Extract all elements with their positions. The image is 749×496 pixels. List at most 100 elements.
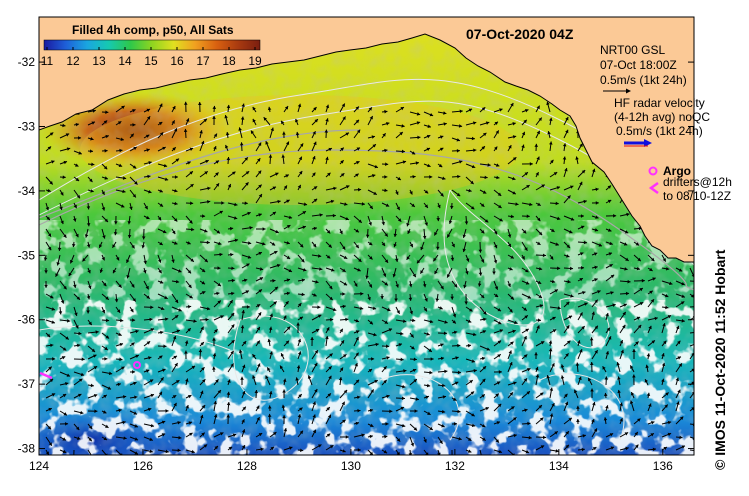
current-vector-arrowhead [345, 216, 349, 221]
current-vector-arrowhead [332, 307, 337, 312]
current-vector-arrowhead [537, 280, 542, 284]
current-vector-arrowhead [191, 365, 196, 370]
current-vector-arrowhead [480, 259, 485, 263]
current-vector-arrowhead [205, 159, 209, 164]
current-vector-arrowhead [677, 340, 681, 345]
current-vector-arrowhead [299, 407, 303, 411]
current-vector-arrowhead [441, 409, 446, 414]
current-vector-arrowhead [538, 294, 543, 298]
copyright-credit: © IMOS 11-Oct-2020 11:52 Hobart [712, 249, 728, 470]
current-vector-arrowhead [498, 204, 502, 208]
current-vector-arrowhead [472, 121, 477, 125]
current-vector-arrowhead [260, 447, 264, 452]
current-vector-arrowhead [159, 280, 164, 284]
current-vector-arrowhead [75, 325, 79, 329]
current-vector-arrowhead [381, 221, 386, 226]
current-vector-arrowhead [327, 172, 331, 177]
current-vector-arrowhead [509, 392, 513, 396]
nrt-time: 07-Oct 18:00Z [600, 58, 677, 72]
current-vector-arrowhead [579, 252, 584, 256]
current-vector-arrow [689, 343, 694, 347]
current-vector-arrowhead [178, 269, 182, 273]
current-vector-arrowhead [593, 252, 598, 256]
current-vector-arrowhead [692, 422, 694, 427]
current-vector-arrowhead [262, 227, 266, 231]
current-vector-arrowhead [581, 447, 585, 452]
current-vector-arrowhead [383, 450, 388, 454]
argo-label: Argo [663, 164, 691, 178]
current-vector-arrowhead [283, 428, 288, 432]
current-vector-arrowhead [73, 284, 77, 288]
current-vector-arrowhead [242, 341, 247, 345]
current-vector-arrowhead [295, 131, 300, 136]
current-vector-arrowhead [579, 181, 583, 186]
current-vector-arrowhead [412, 273, 416, 278]
current-vector-arrowhead [213, 400, 218, 405]
current-vector-arrowhead [159, 103, 163, 108]
current-vector-arrowhead [201, 268, 206, 273]
current-vector-arrowhead [371, 357, 375, 361]
current-vector-arrowhead [525, 328, 529, 332]
current-vector-arrowhead [608, 336, 612, 340]
current-vector-arrowhead [93, 354, 97, 358]
current-vector-arrowhead [259, 277, 264, 281]
current-vector-arrowhead [594, 265, 598, 270]
current-vector-arrowhead [275, 172, 279, 176]
current-vector-arrowhead [342, 116, 346, 121]
current-vector-arrowhead [637, 418, 641, 422]
current-vector-arrowhead [149, 317, 153, 322]
current-vector-arrowhead [148, 189, 152, 194]
current-vector-arrowhead [413, 379, 417, 383]
current-vector-arrowhead [201, 379, 206, 383]
current-vector-arrowhead [275, 229, 279, 234]
current-vector-arrowhead [67, 319, 71, 323]
current-vector-arrowhead [295, 118, 299, 123]
current-vector-arrowhead [162, 368, 166, 372]
current-vector-arrowhead [497, 354, 501, 358]
current-vector-arrowhead [312, 243, 317, 248]
current-vector-arrowhead [597, 290, 601, 294]
current-vector-arrowhead [244, 157, 248, 161]
current-vector-arrowhead [527, 421, 531, 426]
current-vector-arrowhead [76, 296, 81, 300]
current-vector-arrowhead [90, 189, 94, 193]
current-vector-arrow [689, 391, 694, 399]
current-vector-arrowhead [116, 257, 120, 261]
current-vector-arrowhead [355, 337, 359, 341]
current-vector-arrowhead [150, 393, 154, 398]
current-vector-arrowhead [104, 357, 108, 361]
current-vector-arrowhead [88, 437, 92, 442]
current-vector-arrowhead [126, 275, 130, 279]
current-vector-arrowhead [482, 190, 487, 194]
current-vector-arrowhead [63, 234, 67, 238]
current-vector-arrowhead [219, 210, 223, 215]
current-vector-arrowhead [71, 243, 76, 248]
drifter-positions [39, 361, 141, 380]
current-vector-arrowhead [342, 292, 346, 296]
current-vector-arrowhead [65, 336, 69, 340]
current-vector-arrowhead [480, 229, 485, 234]
current-vector-arrowhead [566, 244, 570, 248]
current-vector-arrowhead [496, 381, 501, 385]
current-vector-arrowhead [202, 214, 206, 218]
hf-line2: (4-12h avg) noQC [614, 110, 710, 124]
current-vector-arrowhead [437, 204, 441, 209]
current-vector-arrowhead [355, 106, 359, 110]
current-vector-arrowhead [46, 333, 51, 338]
current-vector-arrowhead [632, 348, 636, 352]
current-vector-arrowhead [523, 119, 527, 124]
current-vector-arrowhead [164, 177, 169, 181]
current-vector-arrowhead [619, 418, 623, 422]
current-vector-arrowhead [245, 182, 249, 186]
current-vector-arrowhead [212, 337, 216, 341]
current-vector-arrowhead [395, 191, 399, 195]
current-vector-arrowhead [521, 255, 525, 260]
current-vector-arrowhead [49, 378, 54, 383]
current-vector-arrowhead [592, 402, 596, 406]
current-vector-arrowhead [358, 219, 362, 223]
current-vector-arrowhead [205, 317, 209, 322]
current-vector-arrowhead [409, 191, 413, 195]
current-vector-arrowhead [52, 357, 56, 361]
current-vector-arrowhead [424, 222, 428, 226]
current-vector-arrowhead [584, 302, 588, 306]
